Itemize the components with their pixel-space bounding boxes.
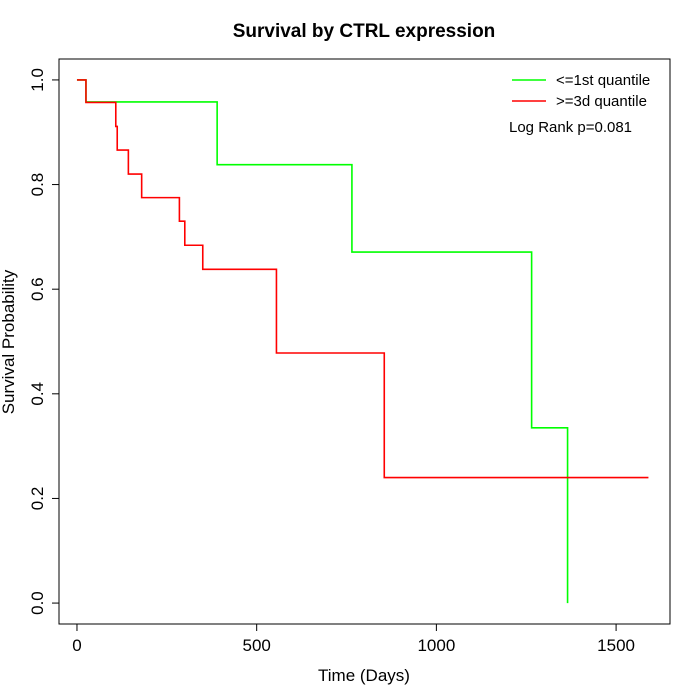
y-tick-label: 1.0 xyxy=(28,68,47,92)
legend-label: >=3d quantile xyxy=(556,93,647,110)
y-tick-label: 0.6 xyxy=(28,277,47,301)
series-line-high-quantile xyxy=(76,79,649,479)
series-layer xyxy=(76,79,649,604)
x-tick-label: 500 xyxy=(242,636,270,655)
x-tick-label: 0 xyxy=(72,636,81,655)
chart-title: Survival by CTRL expression xyxy=(233,21,496,42)
x-axis-label: Time (Days) xyxy=(318,666,410,685)
legend-label: <=1st quantile xyxy=(556,72,650,89)
y-tick-label: 0.4 xyxy=(28,382,47,406)
log-rank-annotation: Log Rank p=0.081 xyxy=(509,119,632,136)
x-axis: 0 500 1000 1500 xyxy=(72,623,635,655)
y-tick-label: 0.2 xyxy=(28,487,47,511)
y-tick-label: 0.0 xyxy=(28,591,47,615)
y-axis: 0.0 0.2 0.4 0.6 0.8 1.0 xyxy=(28,68,60,615)
series-line-low-quantile xyxy=(76,79,569,604)
x-tick-label: 1500 xyxy=(597,636,635,655)
plot-area-border xyxy=(58,58,671,625)
legend: <=1st quantile >=3d quantile xyxy=(512,72,650,110)
x-tick-label: 1000 xyxy=(417,636,455,655)
y-axis-label: Survival Probability xyxy=(0,269,18,414)
y-tick-label: 0.8 xyxy=(28,173,47,197)
